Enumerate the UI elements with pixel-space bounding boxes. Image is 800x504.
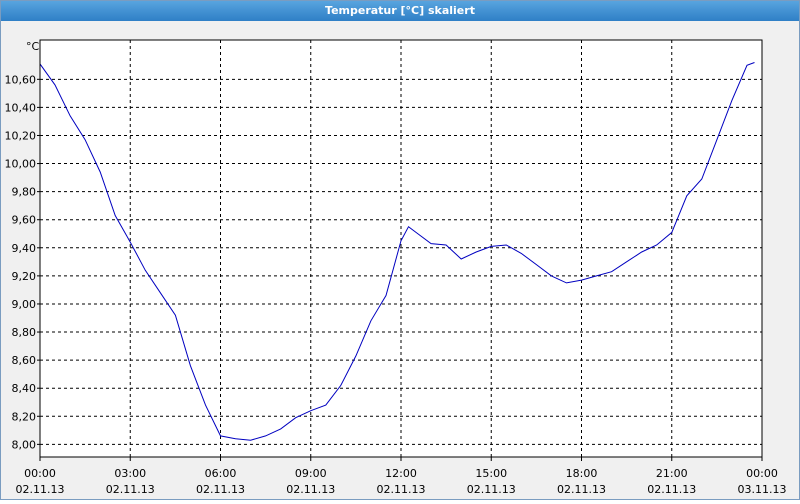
y-tick-label: 9,20 <box>12 270 37 283</box>
y-tick-label: 9,40 <box>12 242 37 255</box>
y-tick-label: 10,60 <box>5 73 37 86</box>
x-tick-label: 18:00 <box>566 467 598 480</box>
y-tick-label: 8,00 <box>12 438 37 451</box>
data-line <box>39 62 755 441</box>
title-bar <box>0 0 800 21</box>
y-tick-label: 8,40 <box>12 382 37 395</box>
y-tick-label: 8,60 <box>12 354 37 367</box>
x-tick-label: 03:00 <box>114 467 146 480</box>
x-tick-label: 02.11.13 <box>557 483 606 496</box>
x-tick-label: 02.11.13 <box>16 483 65 496</box>
x-tick-label: 06:00 <box>205 467 237 480</box>
plot-border <box>39 39 763 458</box>
x-tick-label: 21:00 <box>656 467 688 480</box>
x-tick-label: 02.11.13 <box>647 483 696 496</box>
x-tick-label: 15:00 <box>475 467 507 480</box>
x-tick-label: 09:00 <box>295 467 327 480</box>
x-tick-label: 03.11.13 <box>738 483 787 496</box>
y-tick-label: 9,80 <box>12 186 37 199</box>
y-tick-label: 10,40 <box>5 101 37 114</box>
x-tick-label: 12:00 <box>385 467 417 480</box>
y-tick-label: 8,80 <box>12 326 37 339</box>
x-tick-label: 00:00 <box>24 467 56 480</box>
y-tick-label: 8,20 <box>12 410 37 423</box>
x-tick-label: 02.11.13 <box>196 483 245 496</box>
x-tick-label: 02.11.13 <box>467 483 516 496</box>
x-tick-label: 02.11.13 <box>377 483 426 496</box>
y-unit: °C <box>26 40 40 53</box>
y-tick-label: 9,00 <box>12 298 37 311</box>
x-tick-label: 02.11.13 <box>286 483 335 496</box>
y-tick-label: 10,20 <box>5 129 37 142</box>
window-title: Temperatur [°C] skaliert <box>325 4 475 17</box>
y-tick-label: 10,00 <box>5 158 37 171</box>
x-tick-label: 00:00 <box>746 467 778 480</box>
y-tick-label: 9,60 <box>12 214 37 227</box>
plot-area <box>40 40 762 457</box>
x-tick-label: 02.11.13 <box>106 483 155 496</box>
